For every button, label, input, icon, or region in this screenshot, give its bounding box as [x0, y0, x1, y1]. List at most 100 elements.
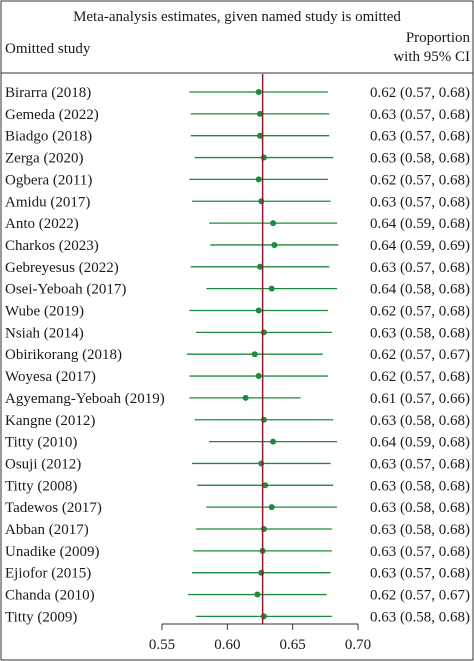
- estimate-label: 0.63 (0.58, 0.68): [370, 609, 470, 625]
- estimate-label: 0.61 (0.57, 0.66): [370, 391, 470, 407]
- study-row: Biadgo (2018) 0.63 (0.57, 0.68): [5, 129, 470, 145]
- study-row: Agyemang-Yeboah (2019) 0.61 (0.57, 0.66): [5, 391, 470, 407]
- estimate-label: 0.63 (0.58, 0.68): [370, 325, 470, 341]
- study-row: Obirikorang (2018) 0.62 (0.57, 0.67): [5, 347, 470, 363]
- point-estimate: [268, 285, 275, 292]
- study-name: Gebreyesus (2022): [5, 260, 119, 276]
- proportion-header: Proportion: [406, 30, 471, 46]
- point-estimate: [255, 307, 262, 314]
- study-name: Obirikorang (2018): [5, 347, 122, 363]
- study-row: Kangne (2012) 0.63 (0.58, 0.68): [5, 413, 470, 429]
- study-row: Tadewos (2017) 0.63 (0.58, 0.68): [5, 500, 470, 516]
- study-name: Osei-Yeboah (2017): [5, 282, 126, 298]
- estimate-label: 0.63 (0.57, 0.68): [370, 566, 470, 582]
- study-row: Wube (2019) 0.62 (0.57, 0.68): [5, 304, 470, 320]
- omitted-study-header: Omitted study: [5, 41, 91, 57]
- study-row: Abban (2017) 0.63 (0.58, 0.68): [5, 522, 470, 538]
- point-estimate: [260, 154, 267, 161]
- study-name: Anto (2022): [5, 216, 79, 232]
- point-estimate: [255, 176, 262, 183]
- study-row: Anto (2022) 0.64 (0.59, 0.68): [5, 216, 470, 232]
- estimate-label: 0.63 (0.58, 0.68): [370, 413, 470, 429]
- study-name: Titty (2010): [5, 435, 77, 451]
- point-estimate: [260, 329, 267, 336]
- study-name: Agyemang-Yeboah (2019): [5, 391, 165, 407]
- estimate-label: 0.63 (0.58, 0.68): [370, 500, 470, 516]
- study-row: Charkos (2023) 0.64 (0.59, 0.69): [5, 238, 470, 254]
- study-row: Ejiofor (2015) 0.63 (0.57, 0.68): [5, 566, 470, 582]
- study-name: Kangne (2012): [5, 413, 95, 429]
- study-name: Chanda (2010): [5, 588, 95, 604]
- study-name: Ogbera (2011): [5, 172, 92, 188]
- point-estimate: [270, 438, 277, 445]
- point-estimate: [260, 416, 267, 423]
- estimate-label: 0.63 (0.58, 0.68): [370, 478, 470, 494]
- point-estimate: [242, 394, 249, 401]
- study-name: Charkos (2023): [5, 238, 99, 254]
- study-row: Ogbera (2011) 0.62 (0.57, 0.68): [5, 172, 470, 188]
- study-name: Woyesa (2017): [5, 369, 96, 385]
- study-row: Osuji (2012) 0.63 (0.57, 0.68): [5, 456, 470, 472]
- point-estimate: [268, 504, 275, 511]
- point-estimate: [258, 198, 265, 205]
- estimate-label: 0.63 (0.57, 0.68): [370, 260, 470, 276]
- estimate-label: 0.62 (0.57, 0.68): [370, 172, 470, 188]
- estimate-label: 0.64 (0.59, 0.69): [370, 238, 470, 254]
- estimate-label: 0.62 (0.57, 0.68): [370, 85, 470, 101]
- study-row: Gemeda (2022) 0.63 (0.57, 0.68): [5, 107, 470, 123]
- x-tick-label: 0.55: [149, 637, 175, 653]
- study-name: Unadike (2009): [5, 544, 100, 560]
- estimate-label: 0.64 (0.58, 0.68): [370, 282, 470, 298]
- x-axis-ticks: 0.55 0.60 0.65 0.70: [149, 624, 371, 653]
- study-row: Titty (2008) 0.63 (0.58, 0.68): [5, 478, 470, 494]
- study-row: Woyesa (2017) 0.62 (0.57, 0.68): [5, 369, 470, 385]
- point-estimate: [271, 241, 278, 248]
- study-row: Osei-Yeboah (2017) 0.64 (0.58, 0.68): [5, 282, 470, 298]
- chart-title: Meta-analysis estimates, given named stu…: [73, 9, 401, 25]
- estimate-label: 0.62 (0.57, 0.68): [370, 304, 470, 320]
- x-tick-label: 0.65: [280, 637, 306, 653]
- study-row: Amidu (2017) 0.63 (0.57, 0.68): [5, 194, 470, 210]
- study-name: Titty (2008): [5, 478, 77, 494]
- study-row: Nsiah (2014) 0.63 (0.58, 0.68): [5, 325, 470, 341]
- study-row: Gebreyesus (2022) 0.63 (0.57, 0.68): [5, 260, 470, 276]
- point-estimate: [262, 482, 269, 489]
- point-estimate: [258, 569, 265, 576]
- study-row: Unadike (2009) 0.63 (0.57, 0.68): [5, 544, 470, 560]
- estimate-label: 0.63 (0.57, 0.68): [370, 194, 470, 210]
- point-estimate: [258, 460, 265, 467]
- estimate-label: 0.63 (0.58, 0.68): [370, 151, 470, 167]
- point-estimate: [255, 89, 262, 95]
- study-name: Abban (2017): [5, 522, 89, 538]
- study-name: Birarra (2018): [5, 85, 91, 101]
- point-estimate: [270, 220, 277, 227]
- study-name: Ejiofor (2015): [5, 566, 91, 582]
- point-estimate: [260, 526, 267, 532]
- point-estimate: [255, 373, 262, 380]
- study-name: Zerga (2020): [5, 151, 83, 167]
- point-estimate: [257, 110, 263, 117]
- estimate-label: 0.63 (0.58, 0.68): [370, 522, 470, 538]
- estimate-label: 0.62 (0.57, 0.67): [370, 588, 470, 604]
- point-estimate: [254, 591, 261, 598]
- estimate-label: 0.63 (0.57, 0.68): [370, 107, 470, 123]
- x-tick-label: 0.70: [345, 637, 371, 653]
- study-row: Chanda (2010) 0.62 (0.57, 0.67): [5, 588, 470, 604]
- study-name: Gemeda (2022): [5, 107, 99, 123]
- estimate-label: 0.63 (0.57, 0.68): [370, 544, 470, 560]
- study-row: Zerga (2020) 0.63 (0.58, 0.68): [5, 151, 470, 167]
- x-tick-label: 0.60: [214, 637, 240, 653]
- study-rows: Birarra (2018) 0.62 (0.57, 0.68) Gemeda (2…: [5, 85, 470, 625]
- study-name: Amidu (2017): [5, 194, 90, 210]
- study-name: Nsiah (2014): [5, 325, 84, 341]
- estimate-label: 0.64 (0.59, 0.68): [370, 435, 470, 451]
- ci-header: with 95% CI: [393, 49, 470, 65]
- study-row: Birarra (2018) 0.62 (0.57, 0.68): [5, 85, 470, 101]
- point-estimate: [251, 351, 258, 358]
- study-name: Osuji (2012): [5, 456, 81, 472]
- estimate-label: 0.62 (0.57, 0.68): [370, 369, 470, 385]
- point-estimate: [257, 263, 263, 270]
- point-estimate: [257, 132, 263, 139]
